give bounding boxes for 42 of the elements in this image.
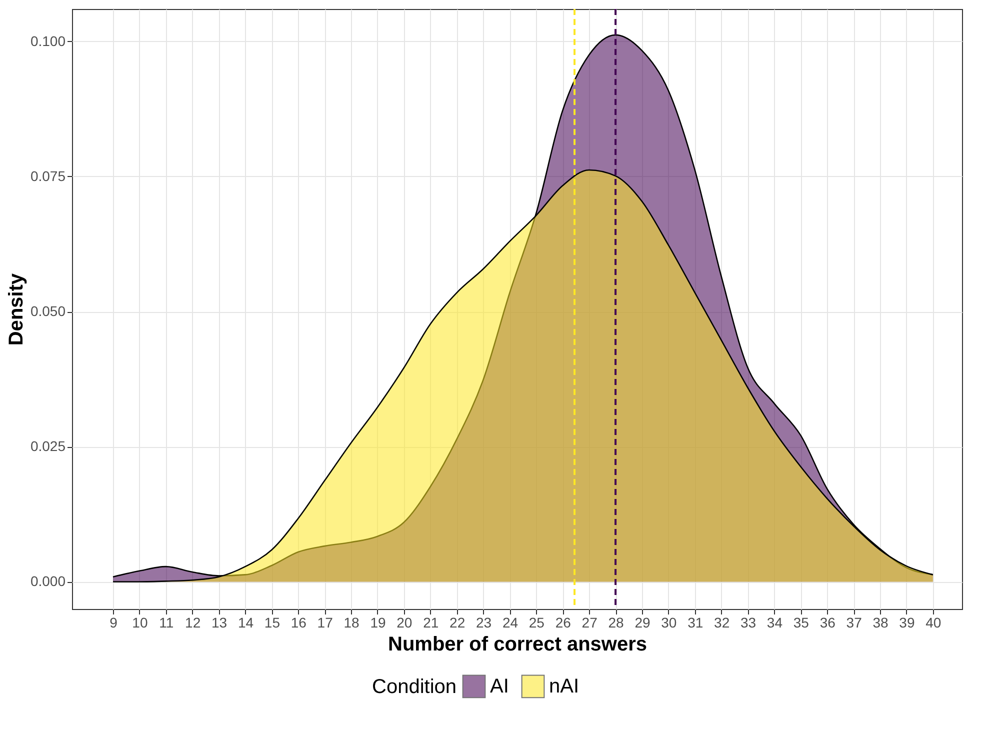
x-tick-label: 15	[264, 614, 280, 630]
y-tick-label: 0.075	[30, 168, 66, 184]
legend-label: nAI	[549, 675, 580, 698]
x-tick-label: 13	[212, 614, 228, 630]
x-tick-label: 11	[159, 614, 174, 630]
x-tick-label: 29	[634, 614, 650, 630]
x-tick-label: 18	[344, 614, 360, 630]
x-tick-label: 10	[132, 614, 148, 630]
x-tick-label: 40	[926, 614, 942, 630]
x-tick-label: 35	[793, 614, 810, 630]
x-tick-label: 26	[555, 614, 572, 630]
x-tick-label: 25	[528, 614, 545, 630]
x-tick-label: 32	[714, 614, 730, 630]
x-tick-label: 36	[820, 614, 836, 630]
y-tick-label: 0.050	[30, 303, 66, 320]
y-tick-label: 0.000	[30, 573, 66, 590]
legend-title: Condition	[372, 676, 457, 698]
x-tick-label: 28	[608, 614, 624, 630]
x-axis-title: Number of correct answers	[388, 634, 647, 656]
x-tick-label: 30	[661, 614, 677, 630]
legend-label: AI	[490, 675, 509, 698]
y-tick-label: 0.025	[30, 438, 66, 454]
x-tick-label: 34	[766, 614, 783, 630]
x-tick-label: 38	[872, 614, 889, 630]
y-tick-label: 0.100	[30, 32, 66, 49]
x-tick-label: 27	[582, 614, 598, 630]
x-tick-label: 23	[476, 614, 492, 630]
x-tick-label: 39	[899, 614, 915, 630]
x-tick-label: 22	[450, 614, 466, 630]
x-tick-label: 12	[185, 614, 201, 630]
x-tick-label: 14	[238, 614, 254, 630]
x-tick-label: 21	[423, 614, 439, 630]
x-tick-label: 31	[688, 614, 704, 630]
x-tick-label: 17	[317, 614, 334, 630]
x-tick-label: 16	[290, 614, 307, 630]
x-tick-label: 37	[846, 614, 862, 630]
x-tick-label: 20	[396, 614, 412, 630]
x-tick-label: 9	[110, 614, 118, 630]
x-tick-label: 19	[370, 614, 386, 630]
x-tick-label: 24	[502, 614, 518, 630]
x-tick-label: 33	[740, 614, 756, 630]
y-axis-title: Density	[5, 272, 28, 346]
